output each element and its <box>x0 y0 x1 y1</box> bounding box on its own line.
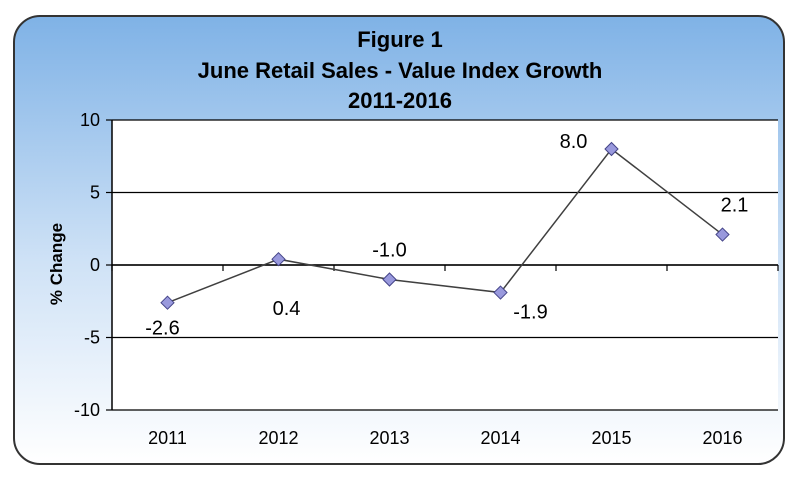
x-tick-label: 2013 <box>369 428 409 448</box>
y-tick-labels: 10 5 0 -5 -10 <box>74 110 100 420</box>
data-markers <box>160 141 730 310</box>
data-label: -1.0 <box>372 240 406 262</box>
y-axis-label: % Change <box>47 223 66 305</box>
x-tick-label: 2015 <box>591 428 631 448</box>
y-tick-label: 5 <box>90 183 100 203</box>
data-marker <box>493 285 508 300</box>
data-label: -1.9 <box>513 302 547 324</box>
data-marker <box>160 295 175 310</box>
chart-title-line-2: June Retail Sales - Value Index Growth <box>198 58 603 83</box>
data-labels: -2.6 0.4 -1.0 -1.9 8.0 2.1 <box>145 131 748 340</box>
y-tick-label: 10 <box>80 110 100 130</box>
x-tick-label: 2014 <box>480 428 520 448</box>
data-marker <box>715 227 730 242</box>
axes <box>111 120 779 410</box>
y-tick-label: 0 <box>90 255 100 275</box>
data-label: 8.0 <box>560 131 588 153</box>
x-tick-label: 2012 <box>258 428 298 448</box>
data-marker <box>382 272 397 287</box>
data-label: -2.6 <box>145 318 179 340</box>
data-marker <box>604 141 619 157</box>
y-tick-label: -5 <box>84 328 100 348</box>
data-marker <box>271 251 286 267</box>
x-tick-label: 2016 <box>702 428 742 448</box>
y-tick-label: -10 <box>74 400 100 420</box>
x-tick-labels: 2011 2012 2013 2014 2015 2016 <box>148 428 742 448</box>
x-tick-label: 2011 <box>148 428 187 448</box>
chart-title-line-1: Figure 1 <box>357 27 443 52</box>
chart-title-line-3: 2011-2016 <box>348 88 452 113</box>
series-line <box>167 147 723 304</box>
data-label: 0.4 <box>273 298 301 320</box>
data-label: 2.1 <box>721 195 749 217</box>
